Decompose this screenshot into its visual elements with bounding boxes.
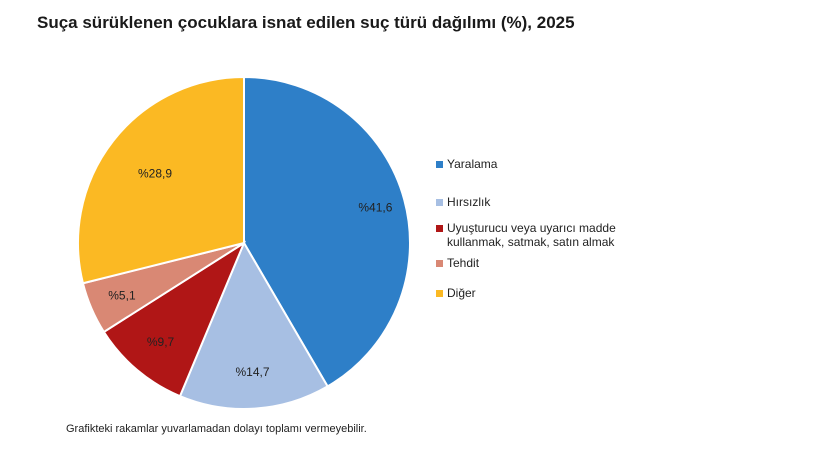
legend-label: Tehdit <box>447 256 480 270</box>
legend-swatch <box>436 161 443 168</box>
legend-item-diger: Diğer <box>436 286 476 300</box>
legend-label: Diğer <box>447 286 476 300</box>
legend-item-hirsizlik: Hırsızlık <box>436 195 490 209</box>
legend-label: Yaralama <box>447 157 498 171</box>
legend-label: Hırsızlık <box>447 195 491 209</box>
legend-item-uyusturucu: Uyuşturucu veya uyarıcı madde kullanmak,… <box>436 221 616 249</box>
legend-item-yaralama: Yaralama <box>436 157 497 171</box>
legend-swatch <box>436 199 443 206</box>
legend-label: Uyuşturucu veya uyarıcı madde kullanmak,… <box>447 221 616 249</box>
footnote: Grafikteki rakamlar yuvarlamadan dolayı … <box>66 423 367 435</box>
slice-data-label: %41,6 <box>358 200 392 214</box>
pie-slice <box>243 75 411 388</box>
legend-swatch <box>436 290 443 297</box>
slice-data-label: %9,7 <box>147 335 175 349</box>
slice-data-label: %28,9 <box>138 167 172 181</box>
legend-label-line2: kullanmak, satmak, satın almak <box>447 235 615 249</box>
legend-item-tehdit: Tehdit <box>436 256 479 270</box>
legend-swatch <box>436 225 443 232</box>
pie-slice <box>178 240 329 410</box>
legend-swatch <box>436 260 443 267</box>
legend-label-line1: Uyuşturucu veya uyarıcı madde <box>447 221 616 235</box>
slice-data-label: %14,7 <box>236 365 270 379</box>
chart-title: Suça sürüklenen çocuklara isnat edilen s… <box>37 13 575 32</box>
pie-slice <box>77 75 245 285</box>
pie-slice <box>102 240 247 398</box>
slice-data-label: %5,1 <box>108 288 136 302</box>
